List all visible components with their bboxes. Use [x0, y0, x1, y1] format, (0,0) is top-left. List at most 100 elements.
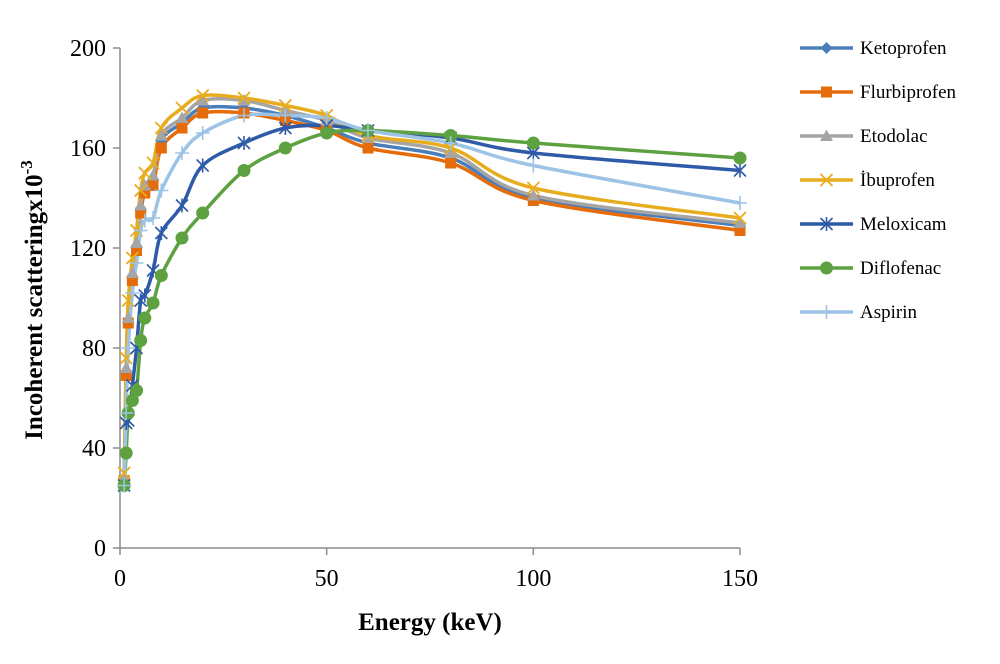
- data-point-flurbiprofen: [131, 245, 143, 256]
- data-point-aspirin: [526, 158, 541, 173]
- data-point-i-buprofen: [733, 211, 747, 225]
- data-point-aspirin: [154, 183, 169, 198]
- data-point-etodolac: [130, 236, 144, 248]
- legend-label: Flurbiprofen: [860, 82, 957, 103]
- data-point-i-buprofen: [146, 156, 160, 170]
- legend-item-ketoprofen: Ketoprofen: [800, 38, 947, 59]
- legend-item-diflofenac: Diflofenac: [800, 258, 941, 279]
- data-point-diflofenac: [526, 136, 540, 150]
- data-point-flurbiprofen: [120, 370, 132, 381]
- y-tick-label: 160: [70, 136, 106, 162]
- data-point-diflofenac: [154, 269, 168, 282]
- data-point-meloxicam: [175, 198, 189, 213]
- y-tick-label: 200: [70, 36, 106, 62]
- data-point-etodolac: [526, 189, 540, 201]
- data-point-i-buprofen: [196, 88, 210, 103]
- data-point-meloxicam: [154, 226, 168, 240]
- data-point-aspirin: [137, 213, 152, 228]
- data-point-aspirin: [319, 111, 334, 125]
- y-tick-label: 40: [82, 436, 106, 462]
- legend-item-meloxicam: Meloxicam: [800, 214, 947, 235]
- data-point-diflofenac: [125, 394, 139, 407]
- data-point-flurbiprofen: [126, 275, 138, 286]
- legend-marker: [820, 261, 833, 275]
- legend-marker: [819, 173, 834, 187]
- legend-label: Diflofenac: [860, 258, 941, 279]
- series-line-aspirin: [122, 112, 741, 486]
- data-point-i-buprofen: [134, 183, 148, 198]
- series-markers-aspirin: [117, 108, 747, 493]
- data-point-i-buprofen: [119, 351, 133, 365]
- y-ticks: 0 40 80 120 160 200: [70, 36, 120, 562]
- axes: [119, 48, 740, 549]
- data-point-diflofenac: [733, 151, 747, 165]
- data-point-aspirin: [733, 196, 747, 210]
- data-point-etodolac: [134, 199, 148, 211]
- legend-item-etodolac: Etodolac: [800, 126, 928, 147]
- data-point-i-buprofen: [175, 101, 189, 115]
- data-point-aspirin: [361, 123, 375, 138]
- x-axis-title: Energy (keV): [358, 609, 502, 636]
- data-point-i-buprofen: [117, 466, 131, 480]
- data-point-etodolac: [237, 94, 251, 106]
- legend-item-aspirin: Aspirin: [800, 302, 918, 323]
- legend-marker: [820, 42, 833, 54]
- data-point-aspirin: [443, 136, 458, 150]
- data-point-diflofenac: [146, 296, 160, 310]
- data-point-i-buprofen: [278, 98, 292, 113]
- y-tick-label: 120: [70, 236, 106, 262]
- data-point-i-buprofen: [138, 166, 152, 180]
- data-point-meloxicam: [278, 121, 292, 135]
- y-tick-label: 80: [82, 336, 106, 362]
- data-point-diflofenac: [138, 311, 152, 325]
- data-point-flurbiprofen: [135, 207, 147, 219]
- data-point-aspirin: [119, 406, 134, 420]
- y-axis-title-main: Incoherent scatteringx10: [21, 174, 48, 439]
- y-axis-title-superscript: -3: [17, 160, 36, 174]
- x-tick-label: 100: [515, 566, 551, 592]
- data-point-flurbiprofen: [197, 107, 209, 119]
- data-point-aspirin: [278, 108, 293, 123]
- series-lines: [122, 93, 741, 486]
- data-point-etodolac: [175, 111, 189, 123]
- x-ticks: 0 50 100 150: [114, 548, 758, 592]
- data-point-diflofenac: [175, 231, 189, 245]
- data-point-etodolac: [138, 179, 152, 191]
- legend-label: İbuprofen: [860, 170, 935, 191]
- data-point-etodolac: [196, 94, 210, 106]
- data-point-flurbiprofen: [155, 142, 167, 154]
- legend-label: Ketoprofen: [860, 38, 947, 59]
- data-point-flurbiprofen: [734, 225, 746, 236]
- legend: Ketoprofen Flurbiprofen Etodolac İbuprofen M…: [800, 38, 957, 323]
- data-point-aspirin: [146, 211, 161, 225]
- data-point-etodolac: [125, 266, 139, 278]
- data-point-aspirin: [121, 341, 136, 355]
- data-point-aspirin: [175, 146, 189, 160]
- legend-label: Aspirin: [860, 302, 918, 323]
- data-point-aspirin: [195, 126, 210, 140]
- series-line-meloxicam: [122, 123, 741, 486]
- series-markers-meloxicam: [117, 118, 747, 493]
- data-point-etodolac: [733, 216, 747, 228]
- data-point-diflofenac: [134, 334, 148, 347]
- data-point-aspirin: [237, 108, 251, 123]
- legend-marker: [820, 129, 833, 141]
- data-point-i-buprofen: [526, 181, 540, 195]
- data-point-etodolac: [444, 146, 458, 158]
- data-point-flurbiprofen: [176, 122, 188, 134]
- legend-marker: [819, 305, 834, 319]
- data-point-aspirin: [133, 223, 148, 238]
- data-point-meloxicam: [733, 163, 747, 178]
- series-line-flurbiprofen: [122, 109, 741, 481]
- legend-label: Meloxicam: [860, 214, 947, 235]
- legend-marker: [819, 217, 834, 231]
- x-tick-label: 50: [315, 566, 339, 592]
- data-point-etodolac: [154, 129, 168, 141]
- y-tick-label: 0: [94, 536, 106, 562]
- x-tick-label: 0: [114, 566, 126, 592]
- data-point-diflofenac: [119, 446, 133, 460]
- series-markers: [117, 88, 747, 493]
- data-point-meloxicam: [196, 158, 210, 173]
